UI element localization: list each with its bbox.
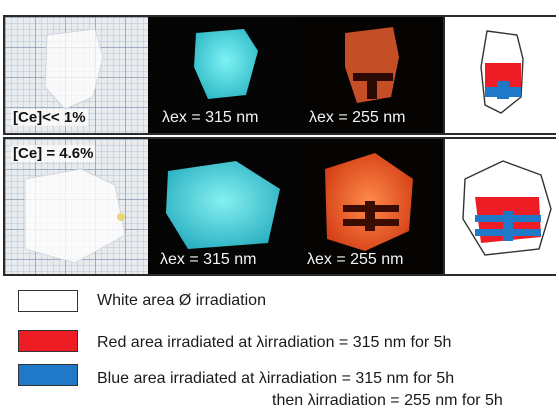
orange-crystal	[325, 153, 413, 251]
blue-luminescence-photo: λex = 315 nm	[148, 139, 295, 274]
sample-row-low-ce: [Ce]<< 1% λex = 315 nm λex = 255 nm	[3, 15, 558, 135]
excitation-label-255: λex = 255 nm	[307, 251, 404, 268]
concentration-label: [Ce]<< 1%	[11, 109, 88, 126]
cyan-crystal	[166, 161, 280, 249]
legend-white-text: White area Ø irradiation	[97, 292, 266, 309]
legend-swatch-white	[18, 290, 78, 312]
excitation-label-315: λex = 315 nm	[160, 251, 257, 268]
orange-crystal	[345, 27, 399, 103]
sample-daylight-photo: [Ce]<< 1%	[5, 17, 148, 133]
diagram-shape	[462, 160, 552, 256]
legend-swatch-blue	[18, 364, 78, 386]
crystal-shape	[44, 28, 104, 110]
excitation-label-255: λex = 255 nm	[309, 109, 406, 126]
legend-blue-text-line2: then λirradiation = 255 nm for 5h	[272, 392, 503, 409]
concentration-label: [Ce] = 4.6%	[11, 145, 96, 162]
irradiation-diagram	[443, 17, 558, 133]
blue-luminescence-photo: λex = 315 nm	[148, 17, 295, 133]
irradiation-diagram	[443, 139, 558, 274]
sample-daylight-photo: [Ce] = 4.6%	[5, 139, 148, 274]
excitation-label-315: λex = 315 nm	[162, 109, 259, 126]
red-luminescence-photo: λex = 255 nm	[295, 139, 443, 274]
legend-red-text: Red area irradiated at λirradiation = 31…	[97, 334, 452, 351]
cyan-crystal	[194, 29, 258, 99]
legend-swatch-red	[18, 330, 78, 352]
legend-blue-text: Blue area irradiated at λirradiation = 3…	[97, 370, 455, 387]
diagram-shape	[480, 30, 524, 114]
red-luminescence-photo: λex = 255 nm	[295, 17, 443, 133]
sample-row-high-ce: [Ce] = 4.6% λex = 315 nm λex = 255 nm	[3, 137, 558, 276]
crystal-shape	[24, 168, 126, 264]
